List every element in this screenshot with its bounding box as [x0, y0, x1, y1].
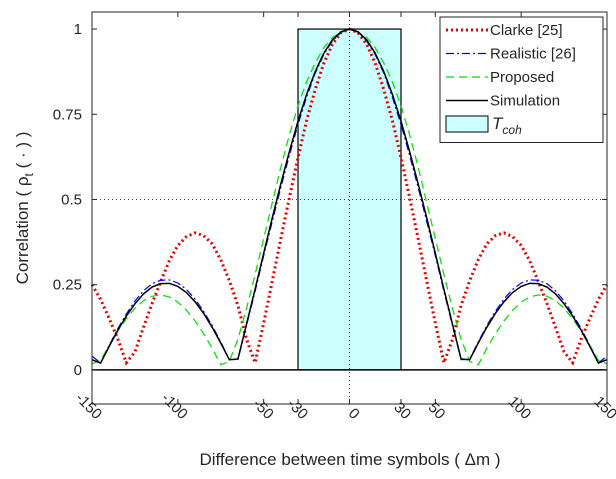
plot-area: 00.250.50.751-150 -100 -50 -30 0 30 50 100 150Cl… — [53, 11, 616, 423]
y-tick-label: 0.5 — [61, 191, 82, 208]
legend-label-main: T — [492, 114, 504, 133]
legend-label: Tcoh — [492, 114, 522, 137]
y-tick-label: 1 — [74, 21, 82, 38]
y-label-part: Correlation ( ρ — [13, 176, 32, 284]
legend-label: Proposed — [490, 69, 554, 86]
legend-label: Simulation — [490, 93, 560, 110]
legend-label-sub: coh — [502, 123, 522, 137]
y-label-part: ( · ) ) — [13, 132, 32, 174]
x-axis-label: Difference between time symbols ( Δm ) — [199, 450, 500, 469]
y-axis-label: Correlation ( ρt ( · ) ) — [13, 132, 36, 285]
y-tick-label: 0 — [74, 362, 82, 379]
y-tick-label: 0.75 — [53, 106, 82, 123]
series-line — [91, 28, 608, 365]
series-line — [91, 28, 608, 364]
y-tick-label: 0.25 — [53, 277, 82, 294]
legend-label: Realistic [26] — [490, 46, 576, 63]
legend-label: Clarke [25] — [490, 22, 563, 39]
series-line — [91, 28, 608, 366]
y-label-sub: t — [22, 172, 36, 176]
legend-swatch — [445, 115, 489, 133]
